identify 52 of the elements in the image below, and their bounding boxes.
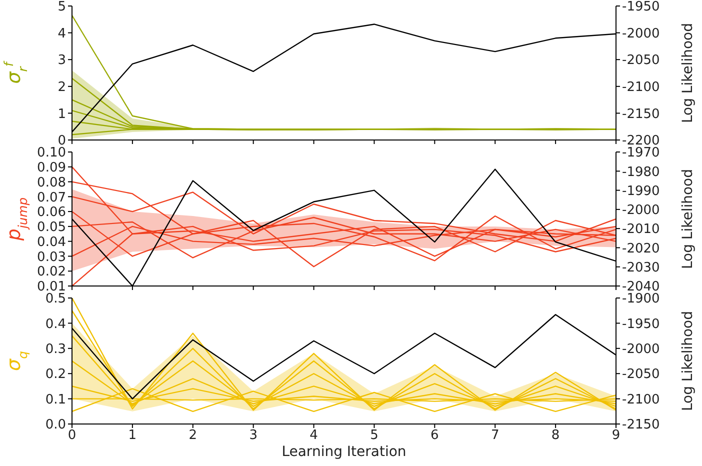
y-tick-label: 0.3 [45,342,66,358]
y2-tick-label: -1980 [622,164,660,180]
y2-tick-label: -1970 [622,146,660,161]
y-tick-label: 0.04 [37,234,66,250]
y-tick-label: 2 [58,80,66,96]
y2-axis-title: Log Likelihood [680,310,696,412]
y-tick-label: 0.09 [37,160,66,176]
y2-tick-label: -1990 [622,184,660,199]
y-tick-label: 0.1 [45,392,66,408]
y-tick-label: 3 [58,53,66,68]
x-tick-label: 4 [310,428,318,444]
y-tick-label: 0.5 [45,292,66,307]
y-tick-label: 0.2 [45,367,66,382]
y2-tick-label: -2010 [622,222,660,238]
x-tick-label: 2 [188,428,198,444]
y-tick-label: 5 [58,0,66,15]
y-tick-label: 1 [58,106,66,122]
y2-tick-label: -2000 [622,26,660,42]
x-tick-label: 9 [612,428,620,444]
y-tick-label: 0.10 [37,146,66,161]
y-tick-label: 0.08 [37,175,66,190]
y2-tick-label: -2100 [622,80,660,96]
x-tick-label: 3 [249,428,258,444]
y-tick-label: 0.0 [45,418,66,433]
y2-tick-label: -2050 [622,367,660,382]
y2-tick-label: -2050 [622,53,660,68]
y2-tick-label: -2100 [622,392,660,408]
y2-tick-label: -2020 [622,241,660,256]
y2-tick-label: -1950 [622,316,660,332]
x-tick-label: 0 [68,428,76,444]
y2-tick-label: -1900 [622,292,660,307]
x-tick-label: 8 [551,428,560,444]
x-tick-label: 6 [430,428,439,444]
y2-tick-label: -2150 [622,106,660,122]
y2-tick-label: -2150 [622,418,660,433]
x-tick-label: 7 [490,428,500,444]
y2-tick-label: -2000 [622,342,660,358]
y-tick-label: 0.07 [37,190,66,206]
y-tick-label: 0.03 [37,250,66,265]
x-tick-label: 1 [128,428,137,444]
y2-axis-title: Log Likelihood [680,22,696,124]
y2-tick-label: -1950 [622,0,660,15]
x-tick-label: 5 [370,428,378,444]
y2-tick-label: -2000 [622,203,660,218]
y-tick-label: 0.02 [37,264,66,280]
y-tick-label: 4 [58,26,66,42]
y2-axis-title: Log Likelihood [680,168,696,270]
x-axis-title: Learning Iteration [282,444,406,460]
y-tick-label: 0.4 [45,316,66,332]
y-tick-label: 0.05 [37,220,66,236]
y-tick-label: 0.06 [37,205,66,220]
y2-tick-label: -2030 [622,260,660,276]
